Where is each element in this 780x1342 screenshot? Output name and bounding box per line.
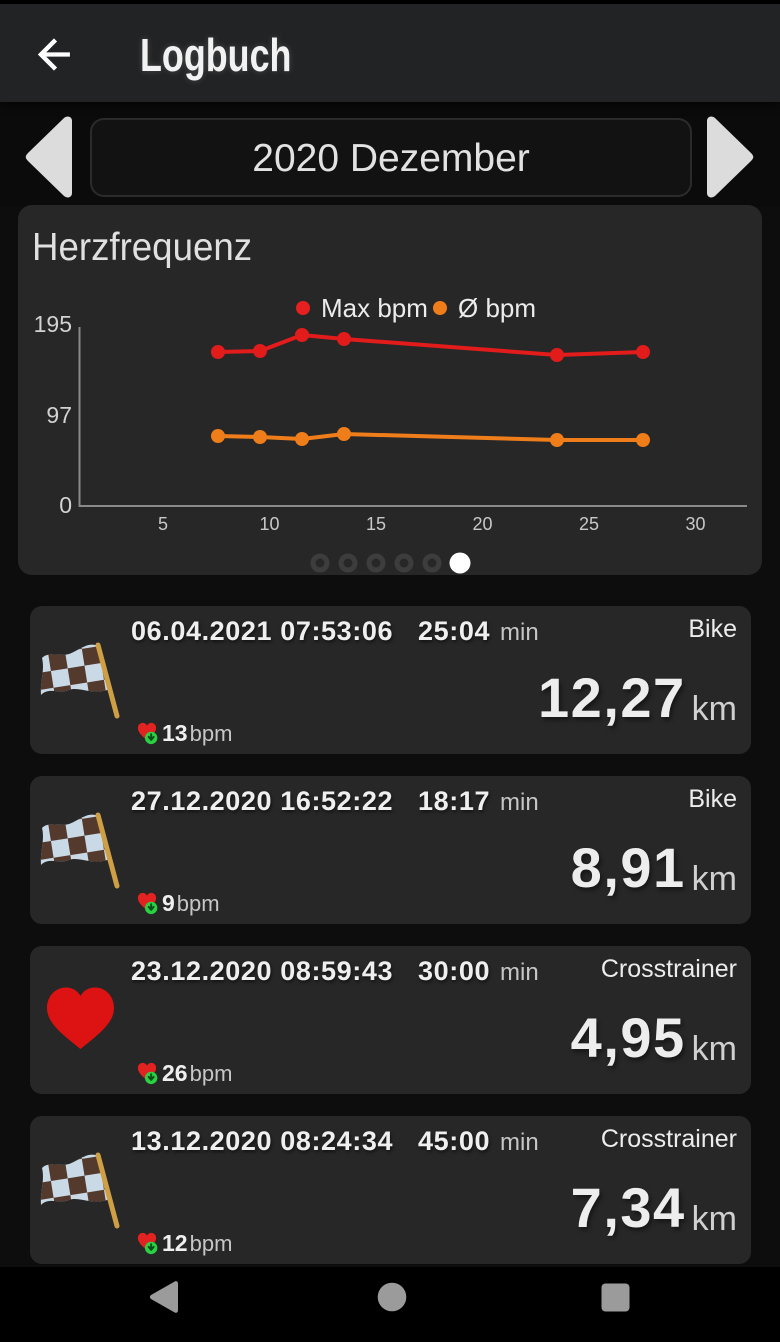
svg-text:20: 20 bbox=[472, 514, 492, 534]
svg-text:10: 10 bbox=[259, 514, 279, 534]
svg-text:15: 15 bbox=[366, 514, 386, 534]
svg-text:30: 30 bbox=[685, 514, 705, 534]
svg-text:5: 5 bbox=[158, 514, 168, 534]
svg-text:195: 195 bbox=[34, 311, 72, 337]
svg-text:97: 97 bbox=[46, 402, 72, 428]
svg-text:0: 0 bbox=[59, 492, 72, 518]
svg-text:Max bpm: Max bpm bbox=[321, 293, 428, 323]
svg-text:Ø bpm: Ø bpm bbox=[458, 293, 536, 323]
svg-text:25: 25 bbox=[579, 514, 599, 534]
